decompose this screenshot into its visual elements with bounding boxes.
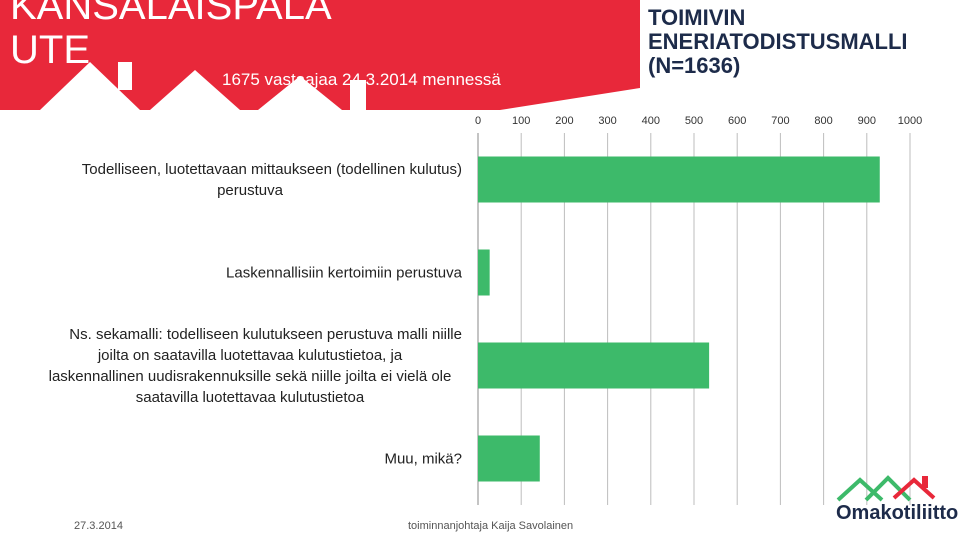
x-tick-label: 1000 (898, 115, 922, 127)
category-label: Laskennallisiin kertoimiin perustuva (226, 265, 463, 282)
bar-4 (478, 435, 540, 482)
x-tick-label: 300 (598, 115, 616, 127)
category-label: Ns. sekamalli: todelliseen kulutukseen p… (69, 326, 462, 343)
category-label: Muu, mikä? (384, 451, 462, 468)
x-tick-label: 700 (771, 115, 789, 127)
x-tick-label: 400 (642, 115, 660, 127)
category-label: laskennallinen uudisrakennuksille sekä n… (49, 368, 452, 385)
x-tick-label: 900 (858, 115, 876, 127)
x-tick-label: 100 (512, 115, 530, 127)
category-label: Todelliseen, luotettavaan mittaukseen (t… (82, 161, 462, 178)
header-banner (0, 0, 640, 110)
footer-date: 27.3.2014 (74, 520, 123, 532)
category-label: joilta on saatavilla luotettavaa kulutus… (97, 347, 403, 364)
footer-author: toiminnanjohtaja Kaija Savolainen (408, 520, 574, 532)
bar-2 (478, 249, 490, 296)
x-tick-label: 500 (685, 115, 703, 127)
house-silhouette-icon (40, 62, 366, 110)
x-tick-label: 600 (728, 115, 746, 127)
bar-3 (478, 342, 710, 389)
banner-subtitle: 1675 vastaajaa 24.3.2014 mennessä (222, 70, 501, 89)
bar-chart: 0 100 200 300 400 500 600 700 800 900 1000 Todellis… (49, 115, 922, 505)
x-tick-label: 0 (475, 115, 481, 127)
x-tick-label: 800 (814, 115, 832, 127)
omakotiliitto-logo-icon (836, 475, 936, 502)
x-tick-label: 200 (555, 115, 573, 127)
chart-title: TOIMIVIN ENERIATODISTUSMALLI (N=1636) (648, 5, 908, 78)
bar-1 (478, 156, 880, 203)
category-label: saatavilla luotettavaa kulutustietoa (136, 389, 365, 406)
category-label: perustuva (217, 182, 284, 199)
logo-text: Omakotiliitto (836, 502, 959, 524)
banner-title: KANSALAISPALA UTE (10, 0, 332, 72)
